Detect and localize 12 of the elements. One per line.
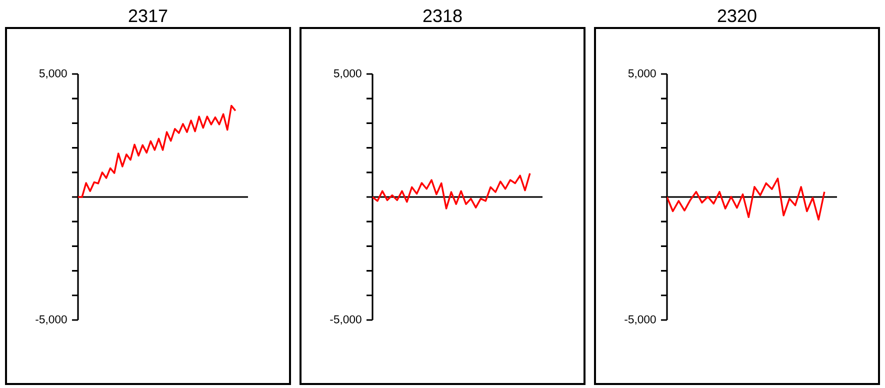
y-tick-label: 5,000 xyxy=(334,69,362,79)
y-tick-label: 5,000 xyxy=(39,69,67,79)
chart-title: 2318 xyxy=(423,9,462,22)
line-series xyxy=(667,178,826,220)
y-tick-label: -5,000 xyxy=(36,315,67,325)
line-series xyxy=(372,172,531,210)
chart-title: 2320 xyxy=(718,9,756,22)
y-tick-label: -5,000 xyxy=(330,315,362,325)
y-tick-label: 5,000 xyxy=(628,69,656,79)
y-tick-label: -5,000 xyxy=(624,315,656,325)
line-series xyxy=(78,104,236,198)
chart-title: 2317 xyxy=(128,9,168,22)
